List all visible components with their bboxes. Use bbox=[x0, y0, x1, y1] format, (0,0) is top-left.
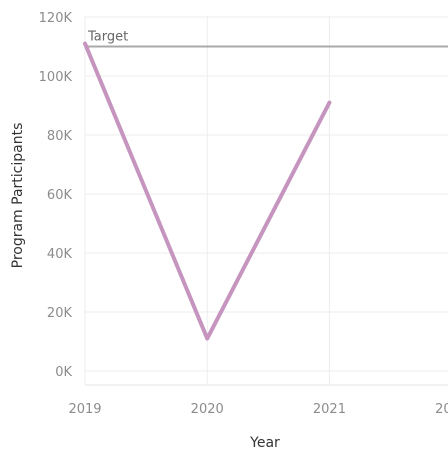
y-axis-title: Program Participants bbox=[10, 123, 26, 269]
target-reference-line: Target bbox=[85, 30, 448, 48]
y-tick-label: 100K bbox=[39, 70, 73, 85]
y-tick-label: 40K bbox=[47, 247, 73, 262]
series-line bbox=[83, 41, 332, 341]
x-axis-title: Year bbox=[249, 435, 280, 451]
y-tick-label: 0K bbox=[55, 365, 72, 380]
y-tick-label: 20K bbox=[47, 306, 73, 321]
x-tick-label: 2019 bbox=[68, 402, 101, 417]
x-tick-label: 2020 bbox=[191, 402, 224, 417]
series-layer bbox=[83, 41, 332, 341]
target-label: Target bbox=[87, 30, 128, 45]
x-tick-label: 2021 bbox=[313, 402, 346, 417]
y-axis-ticks: 0K 20K 40K 60K 80K 100K 120K bbox=[39, 11, 73, 380]
x-axis-ticks: 2019 2020 2021 2022 bbox=[68, 402, 448, 417]
grid-lines bbox=[84, 16, 448, 385]
x-tick-label: 2022 bbox=[435, 402, 448, 417]
y-tick-label: 60K bbox=[47, 188, 73, 203]
y-tick-label: 120K bbox=[39, 11, 73, 26]
y-tick-label: 80K bbox=[47, 129, 73, 144]
